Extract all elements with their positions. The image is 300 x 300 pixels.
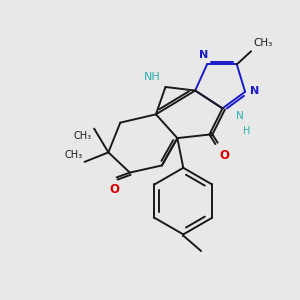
Text: N: N — [250, 85, 259, 96]
Text: NH: NH — [144, 72, 161, 82]
Text: CH₃: CH₃ — [254, 38, 273, 48]
Text: N: N — [199, 50, 208, 60]
Text: N: N — [236, 112, 243, 122]
Text: O: O — [109, 183, 119, 196]
Text: H: H — [243, 126, 250, 136]
Text: CH₃: CH₃ — [74, 131, 92, 141]
Text: O: O — [219, 149, 229, 162]
Text: CH₃: CH₃ — [64, 149, 82, 160]
